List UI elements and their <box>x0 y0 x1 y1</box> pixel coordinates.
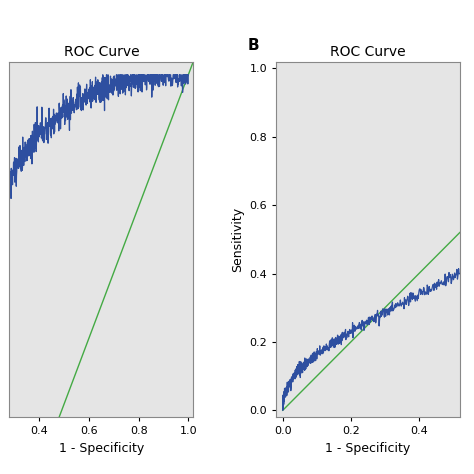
X-axis label: 1 - Specificity: 1 - Specificity <box>59 442 144 455</box>
Title: ROC Curve: ROC Curve <box>330 45 406 59</box>
Y-axis label: Sensitivity: Sensitivity <box>231 207 244 272</box>
Title: ROC Curve: ROC Curve <box>64 45 139 59</box>
Text: B: B <box>247 38 259 53</box>
X-axis label: 1 - Specificity: 1 - Specificity <box>325 442 410 455</box>
